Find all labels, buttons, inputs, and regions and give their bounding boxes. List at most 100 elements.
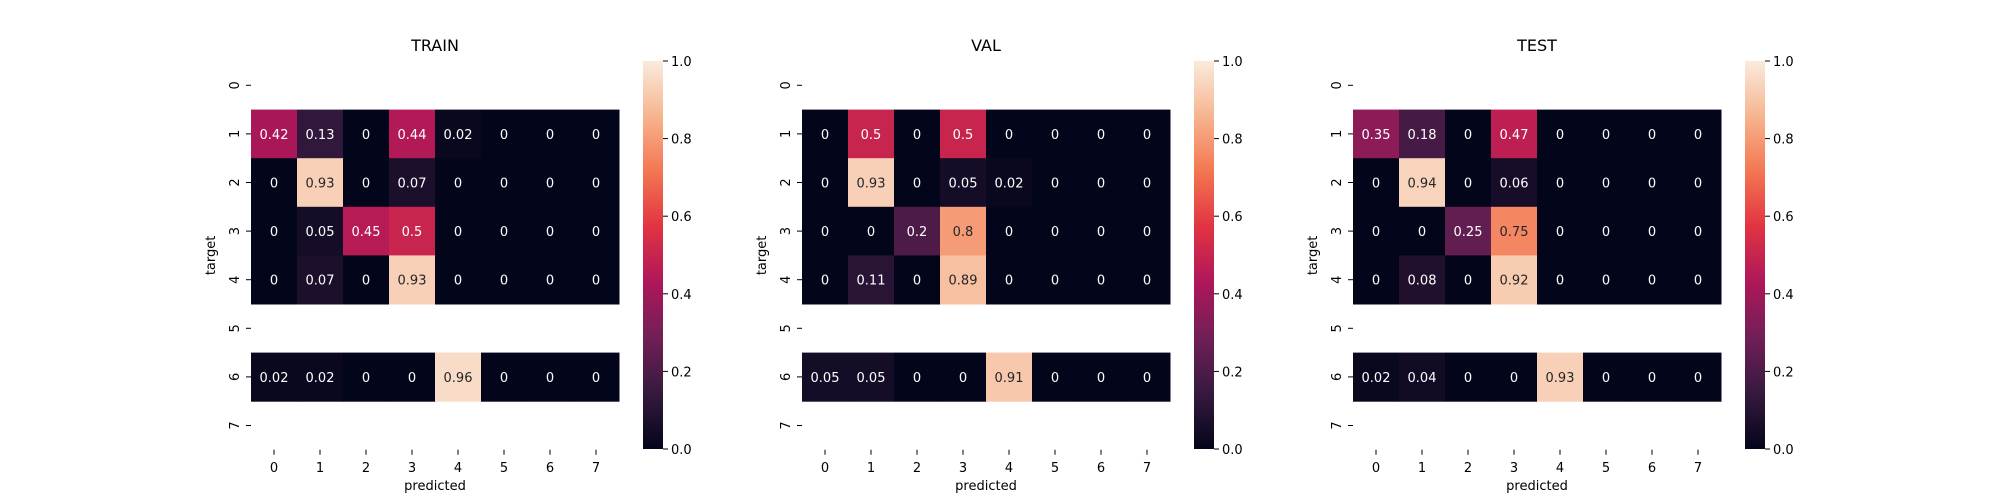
heatmap-cell (940, 158, 987, 208)
cell-value-label: 0 (867, 225, 875, 240)
heatmap-cell (251, 158, 298, 208)
y-axis-label: target (204, 236, 219, 276)
heatmap-cell (802, 255, 849, 305)
y-tick-label: 3 (779, 227, 794, 235)
heatmap-cell (1675, 206, 1722, 256)
heatmap-cell (573, 206, 620, 256)
cell-value-label: 0 (362, 177, 370, 192)
heatmap-cell (1629, 206, 1676, 256)
x-tick-label: 6 (546, 461, 554, 476)
cell-value-label: 0 (1648, 128, 1656, 143)
heatmap-cell (1078, 352, 1125, 402)
y-tick-label: 4 (779, 276, 794, 284)
cell-value-label: 0 (1418, 225, 1426, 240)
cell-value-label: 0 (454, 225, 462, 240)
cell-value-label: 0.07 (306, 274, 335, 289)
heatmap-cell (1675, 158, 1722, 208)
cell-value-label: 0 (1648, 225, 1656, 240)
x-tick-label: 5 (1051, 461, 1059, 476)
cell-value-label: 0 (1464, 177, 1472, 192)
heatmap-cell (848, 255, 895, 305)
cell-value-label: 0.8 (953, 225, 974, 240)
heatmap-cell (1124, 109, 1171, 159)
y-axis-label: target (755, 236, 770, 276)
x-tick-label: 6 (1648, 461, 1656, 476)
heatmap-cell (1445, 352, 1492, 402)
heatmap-cell (1353, 255, 1400, 305)
x-tick-label: 7 (1694, 461, 1702, 476)
cell-value-label: 0 (1556, 274, 1564, 289)
x-tick-label: 0 (1372, 461, 1380, 476)
heatmap-cell (297, 255, 344, 305)
heatmap-cell (1537, 206, 1584, 256)
heatmap-cell (527, 206, 574, 256)
y-tick-label: 0 (1330, 81, 1345, 89)
cell-value-label: 0.04 (1408, 371, 1437, 386)
cell-value-label: 0 (362, 128, 370, 143)
y-tick-label: 5 (1330, 324, 1345, 332)
y-tick-label: 1 (779, 130, 794, 138)
heatmap-cell (1629, 255, 1676, 305)
cell-value-label: 0.44 (398, 128, 427, 143)
x-tick-label: 3 (1510, 461, 1518, 476)
cell-value-label: 0 (1097, 274, 1105, 289)
heatmap-cell (802, 109, 849, 159)
x-axis-label: predicted (1506, 479, 1568, 494)
x-tick-label: 4 (454, 461, 462, 476)
cell-value-label: 0.94 (1408, 177, 1437, 192)
heatmap-cell (527, 158, 574, 208)
heatmap-cell (1583, 206, 1630, 256)
heatmap-cell (1491, 255, 1538, 305)
heatmap-cell (940, 255, 987, 305)
heatmap-cell (1491, 158, 1538, 208)
heatmap-cell (1491, 109, 1538, 159)
cell-value-label: 0.45 (352, 225, 381, 240)
x-tick-label: 3 (408, 461, 416, 476)
cell-value-label: 0 (821, 177, 829, 192)
chart-title: TEST (1516, 36, 1557, 55)
cell-value-label: 0 (1602, 274, 1610, 289)
colorbar-tick-label: 0.6 (671, 210, 692, 225)
cell-value-label: 0 (1143, 371, 1151, 386)
heatmap-cell (1032, 255, 1079, 305)
colorbar-tick-label: 0.4 (1222, 288, 1243, 303)
heatmap-cell (251, 206, 298, 256)
colorbar-tick-label: 0.2 (1773, 365, 1794, 380)
heatmap-cell (1537, 109, 1584, 159)
heatmap-cell (986, 352, 1033, 402)
heatmap-cell (435, 352, 482, 402)
cell-value-label: 0.91 (995, 371, 1024, 386)
heatmap-cell (1399, 255, 1446, 305)
heatmap-cell (1537, 352, 1584, 402)
heatmap-cell (1353, 158, 1400, 208)
heatmap-cell (1078, 255, 1125, 305)
cell-value-label: 0.18 (1408, 128, 1437, 143)
colorbar-tick-label: 0.4 (671, 288, 692, 303)
x-tick-label: 5 (1602, 461, 1610, 476)
heatmap-cell (1078, 158, 1125, 208)
cell-value-label: 0 (546, 274, 554, 289)
cell-value-label: 0 (1510, 371, 1518, 386)
heatmap-cell (802, 352, 849, 402)
cell-value-label: 0.93 (857, 177, 886, 192)
x-tick-label: 2 (913, 461, 921, 476)
cell-value-label: 0 (362, 371, 370, 386)
x-axis-label: predicted (955, 479, 1017, 494)
heatmap-cell (1399, 158, 1446, 208)
cell-value-label: 0 (1464, 128, 1472, 143)
colorbar-tick-label: 1.0 (1773, 55, 1794, 70)
y-tick-label: 5 (228, 324, 243, 332)
heatmap-cell (986, 158, 1033, 208)
cell-value-label: 0 (1648, 371, 1656, 386)
cell-value-label: 0.02 (1362, 371, 1391, 386)
x-tick-label: 6 (1097, 461, 1105, 476)
cell-value-label: 0 (1097, 128, 1105, 143)
heatmap-cell (527, 109, 574, 159)
heatmap-cell (527, 255, 574, 305)
heatmap-cell (1399, 206, 1446, 256)
heatmap-cell (1675, 352, 1722, 402)
heatmap-cell (848, 158, 895, 208)
cell-value-label: 0.02 (260, 371, 289, 386)
y-tick-label: 0 (779, 81, 794, 89)
